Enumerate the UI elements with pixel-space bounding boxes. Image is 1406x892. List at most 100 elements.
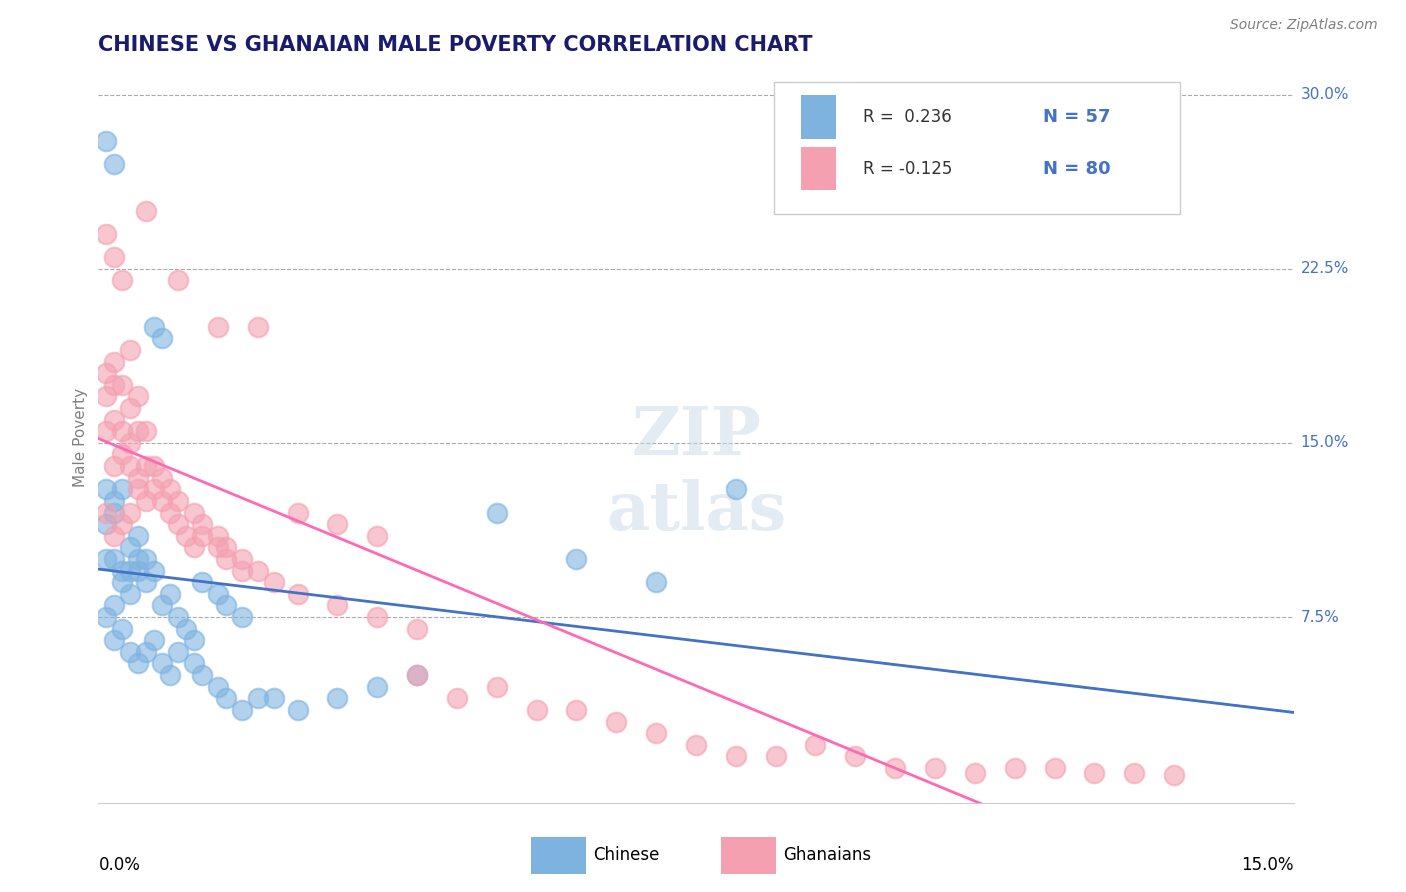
Point — [207, 541, 229, 555]
Point — [96, 134, 118, 148]
Point — [1004, 761, 1026, 775]
Point — [103, 412, 125, 426]
Point — [167, 645, 190, 659]
Point — [111, 575, 134, 590]
Point — [366, 529, 388, 543]
Text: Chinese: Chinese — [593, 847, 659, 864]
Y-axis label: Male Poverty: Male Poverty — [73, 387, 89, 487]
Point — [183, 506, 205, 520]
Point — [287, 587, 309, 601]
Text: Ghanaians: Ghanaians — [783, 847, 872, 864]
Point — [127, 483, 149, 497]
Point — [1083, 765, 1105, 780]
Point — [406, 668, 429, 682]
Point — [326, 517, 349, 532]
Point — [191, 668, 214, 682]
Point — [366, 610, 388, 624]
Point — [263, 691, 285, 706]
Point — [159, 506, 181, 520]
Point — [143, 633, 166, 648]
Point — [246, 319, 269, 334]
Point — [215, 541, 238, 555]
Point — [135, 494, 157, 508]
Point — [246, 691, 269, 706]
Point — [127, 424, 149, 438]
Point — [406, 622, 429, 636]
FancyBboxPatch shape — [773, 82, 1180, 214]
Point — [645, 575, 668, 590]
Text: N = 80: N = 80 — [1043, 160, 1111, 178]
Point — [96, 389, 118, 403]
Point — [96, 424, 118, 438]
Point — [96, 366, 118, 380]
Point — [287, 506, 309, 520]
Point — [1163, 768, 1185, 782]
Point — [127, 471, 149, 485]
Point — [231, 610, 253, 624]
Point — [103, 354, 125, 368]
Point — [127, 389, 149, 403]
Point — [120, 645, 142, 659]
Point — [150, 494, 173, 508]
Point — [111, 622, 134, 636]
Point — [120, 401, 142, 415]
Point — [446, 691, 468, 706]
Point — [103, 552, 125, 566]
Text: R =  0.236: R = 0.236 — [863, 109, 952, 127]
Point — [526, 703, 548, 717]
Point — [120, 564, 142, 578]
Point — [605, 714, 627, 729]
Point — [103, 529, 125, 543]
Point — [485, 680, 508, 694]
Point — [111, 424, 134, 438]
Point — [207, 680, 229, 694]
Point — [645, 726, 668, 740]
Point — [143, 459, 166, 474]
Point — [143, 319, 166, 334]
Point — [159, 483, 181, 497]
Point — [159, 668, 181, 682]
Point — [150, 599, 173, 613]
Point — [207, 587, 229, 601]
Point — [96, 552, 118, 566]
Point — [103, 250, 125, 264]
Point — [215, 599, 238, 613]
Point — [231, 564, 253, 578]
Text: 15.0%: 15.0% — [1241, 856, 1294, 874]
Point — [174, 622, 197, 636]
Point — [150, 331, 173, 345]
Point — [127, 657, 149, 671]
Point — [167, 517, 190, 532]
Point — [103, 506, 125, 520]
Point — [207, 529, 229, 543]
Point — [724, 483, 747, 497]
Point — [143, 483, 166, 497]
Point — [366, 680, 388, 694]
Point — [150, 657, 173, 671]
Point — [135, 552, 157, 566]
Point — [150, 471, 173, 485]
Point — [120, 506, 142, 520]
Point — [135, 203, 157, 218]
Point — [406, 668, 429, 682]
Text: CHINESE VS GHANAIAN MALE POVERTY CORRELATION CHART: CHINESE VS GHANAIAN MALE POVERTY CORRELA… — [98, 35, 813, 54]
Point — [804, 738, 827, 752]
Point — [127, 529, 149, 543]
Text: R = -0.125: R = -0.125 — [863, 160, 953, 178]
Point — [326, 599, 349, 613]
Point — [246, 564, 269, 578]
Text: 30.0%: 30.0% — [1301, 87, 1348, 102]
Point — [120, 459, 142, 474]
Point — [127, 552, 149, 566]
Point — [159, 587, 181, 601]
Point — [103, 377, 125, 392]
Point — [685, 738, 707, 752]
Point — [167, 273, 190, 287]
Point — [884, 761, 907, 775]
Point — [96, 517, 118, 532]
Point — [207, 319, 229, 334]
Point — [111, 517, 134, 532]
FancyBboxPatch shape — [801, 95, 835, 138]
Text: N = 57: N = 57 — [1043, 109, 1111, 127]
Point — [191, 517, 214, 532]
